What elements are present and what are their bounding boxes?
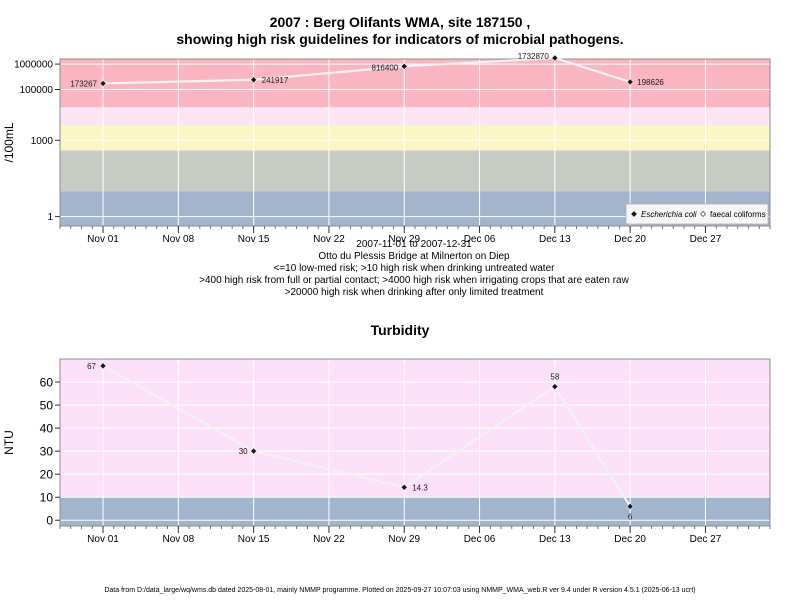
data-point — [250, 447, 258, 455]
y-tick-label: 10 — [40, 491, 54, 505]
x-tick-label: Nov 29 — [388, 234, 420, 245]
data-point — [626, 78, 634, 86]
y-tick-label: 30 — [40, 445, 54, 459]
data-point — [626, 502, 634, 511]
y-tick-label: 20 — [40, 468, 54, 482]
x-tick-label: Nov 15 — [238, 534, 270, 545]
x-tick-label: Dec 20 — [614, 534, 646, 545]
x-tick-label: Nov 01 — [87, 234, 119, 245]
data-label: 816400 — [372, 63, 399, 72]
y-tick-label: 60 — [40, 376, 54, 390]
data-point — [400, 62, 408, 70]
y-axis-label: NTU — [2, 430, 16, 455]
data-point — [551, 54, 559, 62]
y-tick-label: 1 — [47, 212, 53, 223]
data-label: 173267 — [70, 79, 97, 88]
caption-guideline-drinking: <=10 low-med risk; >10 high risk when dr… — [273, 263, 555, 274]
x-tick-label: Dec 27 — [690, 234, 722, 245]
data-label: 58 — [550, 373, 559, 382]
risk-band — [60, 497, 770, 526]
data-label: 67 — [87, 362, 96, 371]
legend-box — [625, 203, 769, 225]
data-label: 30 — [239, 447, 248, 456]
x-tick-label: Dec 20 — [614, 234, 646, 245]
caption-guideline-treatment: >20000 high risk when drinking after onl… — [284, 287, 544, 298]
x-tick-label: Dec 27 — [690, 534, 722, 545]
x-tick-label: Nov 22 — [313, 234, 345, 245]
data-point — [551, 383, 559, 391]
data-point — [400, 483, 408, 491]
y-tick-label: 1000 — [31, 136, 54, 147]
data-label: 6 — [628, 512, 633, 521]
y-tick-label: 50 — [40, 399, 54, 413]
caption-date-range: 2007-11-01 to 2007-12-31 — [356, 239, 472, 250]
footer-note: Data from D:/data_large/wq/wms.db dated … — [104, 587, 696, 594]
y-tick-label: 1000000 — [14, 60, 53, 71]
x-tick-label: Nov 01 — [87, 534, 119, 545]
x-tick-label: Nov 15 — [238, 234, 270, 245]
legend-marker — [631, 211, 637, 217]
data-point — [99, 362, 107, 370]
caption-site-name: Otto du Plessis Bridge at Milnerton on D… — [318, 251, 510, 262]
x-tick-label: Nov 08 — [162, 234, 194, 245]
data-label: 241917 — [262, 76, 289, 85]
x-tick-label: Dec 13 — [539, 234, 571, 245]
y-tick-label: 40 — [40, 422, 54, 436]
chart-title-line-2: showing high risk guidelines for indicat… — [176, 31, 624, 47]
y-tick-label: 100000 — [20, 85, 54, 96]
legend-marker — [700, 211, 706, 217]
data-label: 1732870 — [518, 52, 550, 61]
caption-guideline-contact: >400 high risk from full or partial cont… — [199, 275, 629, 286]
data-label: 14.3 — [412, 483, 428, 492]
x-tick-label: Dec 06 — [464, 234, 496, 245]
legend-entry: Escherichia coli — [641, 210, 697, 219]
data-label: 198626 — [637, 78, 664, 87]
data-point — [250, 76, 258, 84]
x-tick-label: Nov 29 — [388, 534, 420, 545]
data-point — [99, 79, 107, 88]
x-tick-label: Dec 13 — [539, 534, 571, 545]
risk-band — [60, 107, 770, 126]
x-tick-label: Nov 08 — [162, 534, 194, 545]
y-tick-label: 0 — [46, 514, 53, 528]
y-axis-label: /100mL — [2, 122, 16, 162]
chart-title-line-1: 2007 : Berg Olifants WMA, site 187150 , — [269, 14, 531, 30]
legend-entry: faecal coliforms — [710, 210, 766, 219]
turbidity-title: Turbidity — [370, 322, 430, 338]
x-tick-label: Dec 06 — [464, 534, 496, 545]
x-tick-label: Nov 22 — [313, 534, 345, 545]
